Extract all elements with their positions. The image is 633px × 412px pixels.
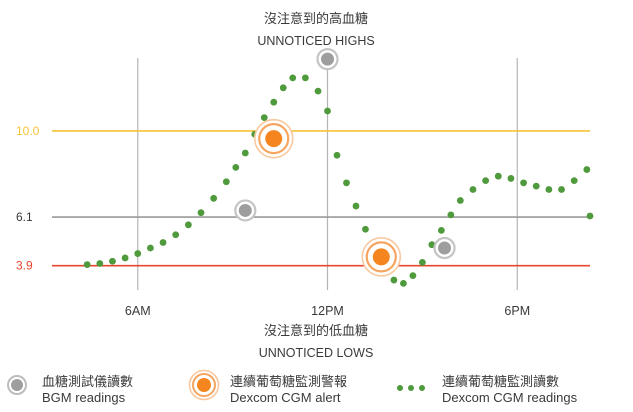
- cgm-point: [172, 231, 180, 239]
- cgm-point: [352, 202, 360, 210]
- cgm-point: [260, 114, 268, 122]
- cgm-point: [109, 257, 116, 265]
- cgm-point: [147, 244, 154, 252]
- legend-item-cgm-readings: 連續葡萄糖監測讀數 Dexcom CGM readings: [394, 374, 577, 406]
- cgm-point: [456, 197, 464, 204]
- threshold-lines: 10.0 6.1 3.9: [16, 124, 590, 273]
- cgm-point: [558, 186, 565, 193]
- cgm-point: [159, 239, 167, 246]
- bgm-readings-series: [234, 48, 456, 260]
- cgm-point: [324, 107, 331, 115]
- cgm-point: [469, 186, 477, 193]
- cgm-point: [210, 194, 218, 202]
- cgm-point: [184, 221, 192, 229]
- legend: 血糖測試儀讀數 BGM readings 連續葡萄糖監測警報 Dexcom CG…: [0, 369, 633, 412]
- legend-item-bgm: 血糖測試儀讀數 BGM readings: [6, 374, 133, 406]
- cgm-point: [520, 179, 527, 187]
- bgm-point: [433, 236, 456, 260]
- chart-title: 沒注意到的高血糖: [264, 11, 368, 26]
- x-tick-label: 12PM: [311, 304, 344, 318]
- cgm-point: [583, 166, 591, 173]
- cgm-point: [301, 74, 309, 82]
- cgm-alert-point: [253, 118, 294, 159]
- legend-alert-zh: 連續葡萄糖監測警報: [230, 374, 348, 389]
- bottom-annotation-en: UNNOTICED LOWS: [259, 346, 374, 360]
- cgm-point: [507, 175, 515, 182]
- cgm-point: [241, 149, 249, 157]
- threshold-label: 10.0: [16, 124, 40, 138]
- cgm-point: [532, 182, 540, 190]
- threshold-label: 6.1: [16, 210, 33, 224]
- cgm-readings-series: [83, 74, 594, 287]
- cgm-point: [289, 74, 297, 82]
- legend-item-cgm-alert: 連續葡萄糖監測警報 Dexcom CGM alert: [188, 369, 348, 406]
- bottom-annotation-zh: 沒注意到的低血糖: [264, 323, 368, 338]
- cgm-point: [134, 250, 142, 257]
- cgm-point: [494, 172, 502, 180]
- cgm-point: [270, 98, 278, 106]
- legend-bgm-zh: 血糖測試儀讀數: [42, 374, 134, 389]
- threshold-label: 3.9: [16, 259, 33, 273]
- cgm-point: [482, 177, 490, 185]
- cgm-point: [222, 178, 230, 186]
- cgm-point: [437, 226, 445, 234]
- cgm-point: [314, 87, 322, 95]
- legend-readings-en: Dexcom CGM readings: [442, 390, 578, 405]
- cgm-point: [333, 151, 341, 159]
- cgm-alert-ring-icon: [188, 369, 220, 401]
- cgm-point: [197, 209, 205, 217]
- cgm-point: [586, 212, 594, 220]
- bgm-point: [234, 199, 257, 222]
- glucose-chart: 沒注意到的高血糖 UNNOTICED HIGHS 10.0 6.1 3.9 6AM 1…: [16, 11, 594, 360]
- chart-subtitle: UNNOTICED HIGHS: [257, 34, 374, 48]
- cgm-point: [570, 177, 578, 185]
- cgm-point: [279, 84, 287, 92]
- cgm-point: [418, 258, 426, 266]
- vertical-gridlines: [137, 58, 518, 290]
- cgm-point: [400, 279, 407, 287]
- cgm-point: [343, 179, 350, 187]
- cgm-point: [232, 163, 240, 171]
- legend-readings-zh: 連續葡萄糖監測讀數: [442, 374, 560, 389]
- x-tick-label: 6AM: [125, 304, 151, 318]
- cgm-dots-icon: [397, 385, 425, 391]
- legend-bgm-en: BGM readings: [42, 390, 126, 405]
- legend-alert-en: Dexcom CGM alert: [230, 390, 341, 405]
- x-tick-label: 6PM: [504, 304, 530, 318]
- cgm-point: [447, 211, 455, 219]
- cgm-point: [390, 276, 398, 284]
- cgm-point: [83, 261, 91, 268]
- bgm-circle-icon: [7, 375, 27, 395]
- cgm-alert-point: [361, 237, 402, 277]
- cgm-point: [362, 225, 369, 233]
- cgm-point: [121, 254, 129, 262]
- cgm-point: [409, 272, 417, 280]
- cgm-point: [96, 260, 104, 267]
- bgm-point: [316, 48, 339, 71]
- cgm-point: [545, 186, 553, 193]
- x-axis-ticks: 6AM 12PM 6PM: [125, 304, 530, 318]
- cgm-alert-series: [253, 118, 402, 277]
